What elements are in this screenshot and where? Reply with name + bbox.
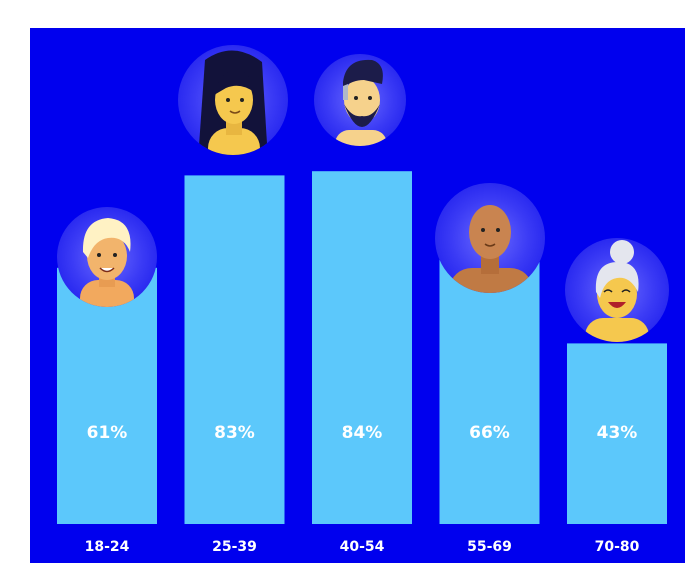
- bar-value-label: 83%: [214, 423, 255, 443]
- bar-value-label: 43%: [597, 423, 638, 443]
- bar-value-label: 66%: [469, 423, 510, 443]
- avatar-bald-man-icon: [435, 183, 545, 293]
- bar-18-24: [57, 267, 157, 524]
- category-label: 55-69: [467, 539, 512, 555]
- bar-55-69: [439, 246, 540, 525]
- bar-70-80: [567, 343, 667, 524]
- avatar-grandmother-icon: [565, 238, 669, 342]
- avatar-young-blonde-icon: [57, 207, 157, 307]
- category-label: 25-39: [212, 539, 257, 555]
- category-label: 18-24: [85, 539, 130, 555]
- bar-40-54: [312, 171, 412, 524]
- bar-value-label: 84%: [342, 423, 383, 443]
- category-label: 70-80: [595, 539, 640, 555]
- bar-value-label: 61%: [87, 423, 128, 443]
- category-label: 40-54: [340, 539, 385, 555]
- avatar-bearded-man-icon: [314, 54, 406, 146]
- avatar-woman-dark-hair-icon: [178, 45, 288, 155]
- bar-25-39: [184, 175, 285, 524]
